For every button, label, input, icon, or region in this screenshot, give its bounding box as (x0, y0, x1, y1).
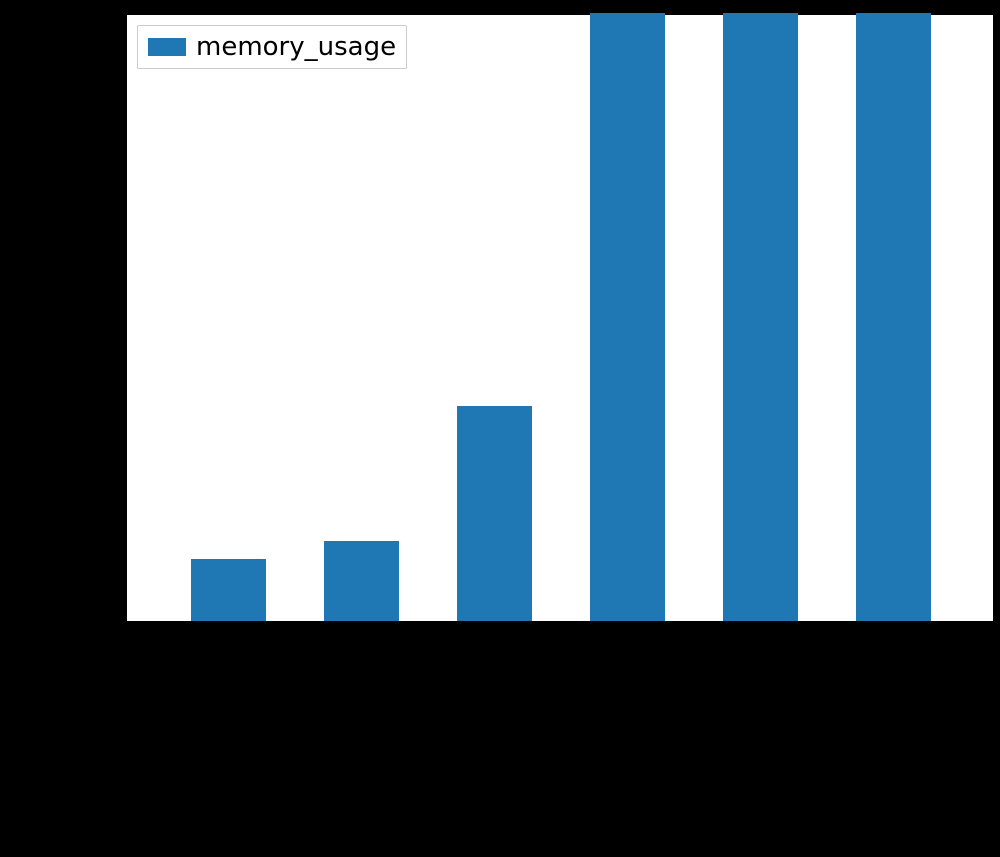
chart-legend: memory_usage (137, 25, 407, 69)
bar-1 (324, 541, 399, 621)
bar-4 (723, 13, 798, 621)
legend-label: memory_usage (196, 32, 396, 62)
chart-plot-area: memory_usage (126, 14, 994, 622)
bar-2 (457, 406, 532, 621)
bar-5 (856, 13, 931, 621)
legend-swatch (148, 38, 186, 56)
bar-0 (191, 559, 266, 621)
bar-3 (590, 13, 665, 621)
